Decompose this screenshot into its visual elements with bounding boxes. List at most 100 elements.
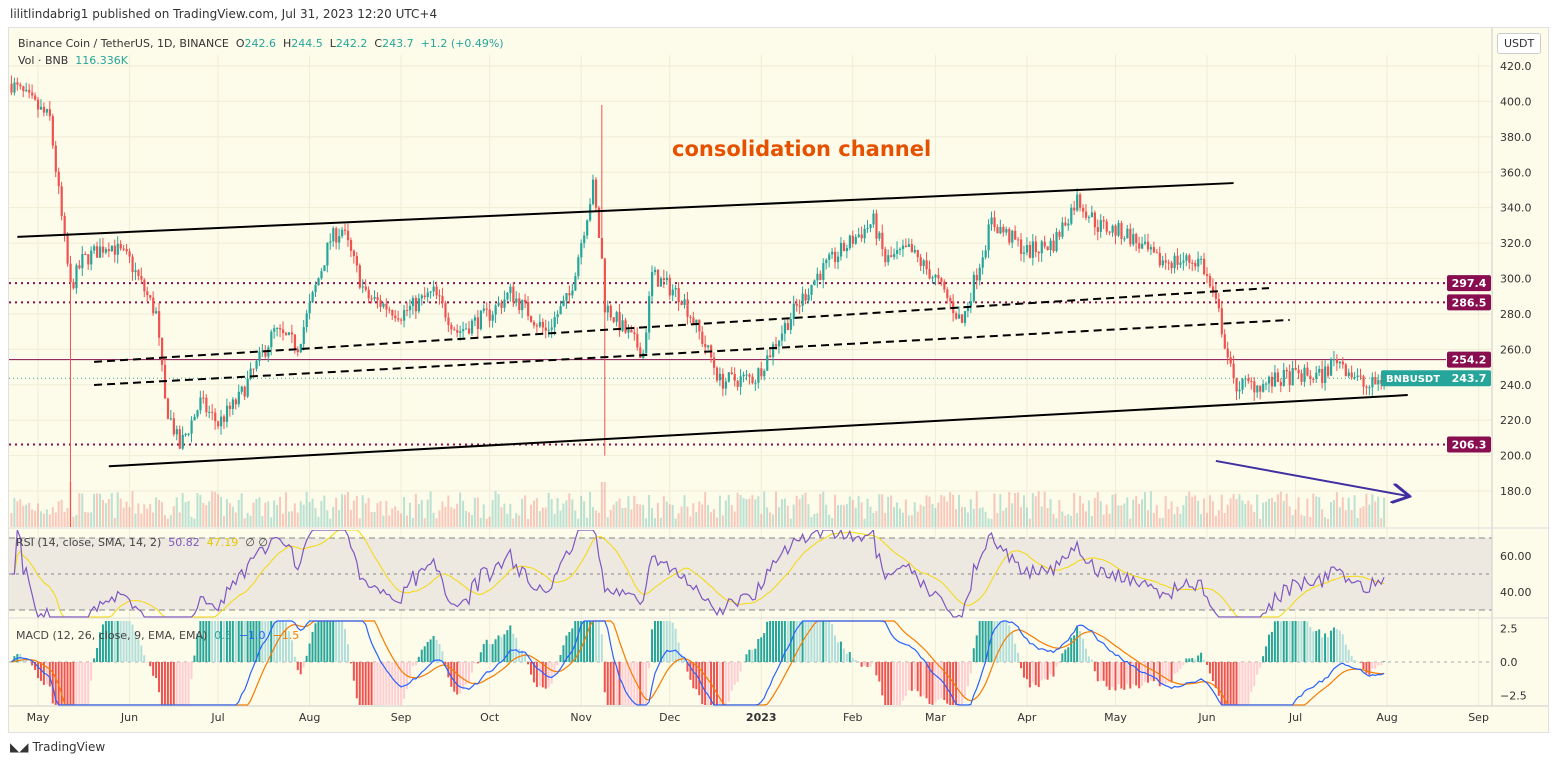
volume-bar [1002, 510, 1005, 527]
macd-hist-bar [314, 623, 317, 662]
macd-hist-bar [943, 662, 946, 701]
macd-hist-bar [473, 662, 476, 664]
candle-body [668, 277, 671, 296]
volume-bar [37, 503, 39, 527]
rsi-sma-value: 47.19 [206, 536, 239, 549]
price-tick: 180.0 [1500, 485, 1532, 498]
candle-body [193, 416, 196, 421]
volume-bar [707, 504, 710, 527]
candle-body [1132, 234, 1135, 245]
volume-bar [863, 518, 866, 527]
volume-bar [57, 501, 60, 527]
volume-bar [509, 503, 512, 527]
volume-bar [1368, 504, 1371, 527]
macd-hist-bar [910, 662, 913, 691]
volume-bar [287, 511, 290, 527]
macd-hist-bar [760, 637, 763, 662]
candle-body [1022, 252, 1026, 254]
volume-bar [98, 493, 101, 527]
time-tick: Sep [1468, 711, 1489, 724]
candle-body [845, 248, 849, 252]
volume-bar [417, 504, 420, 527]
candle-body [901, 245, 905, 249]
macd-hist-bar [293, 656, 296, 662]
volume-bar [1114, 493, 1117, 527]
candle-body [1282, 369, 1285, 386]
macd-hist-bar [565, 635, 568, 662]
candle-body [1232, 363, 1235, 379]
volume-bar [981, 507, 984, 527]
macd-hist-bar [591, 621, 594, 662]
macd-hist-bar [237, 621, 240, 662]
volume-bar [1034, 496, 1037, 527]
volume-bar [51, 507, 54, 527]
volume-bar [1161, 517, 1164, 527]
tradingview-logo[interactable]: ◣◢ TradingView [10, 740, 105, 755]
macd-hist-bar [31, 662, 34, 666]
macd-hist-bar [748, 649, 751, 662]
volume-bar [228, 503, 231, 527]
volume-bar [470, 515, 473, 527]
candle-body [975, 274, 978, 281]
candle-body [1017, 239, 1020, 241]
macd-hist-bar [831, 624, 834, 662]
macd-hist-bar [169, 662, 172, 705]
macd-hist-bar [901, 662, 904, 701]
volume-bar [1179, 513, 1182, 527]
macd-hist-bar [854, 659, 857, 662]
candle-body [1149, 247, 1153, 250]
macd-hist-bar [609, 662, 612, 705]
volume-bar [1108, 513, 1111, 527]
volume-bar [621, 508, 624, 527]
close-value: 243.7 [382, 37, 414, 50]
candle-body [1220, 308, 1223, 335]
volume-bar [476, 497, 479, 527]
macd-hist-bar [1211, 662, 1214, 682]
volume-bar [940, 494, 943, 527]
macd-hist-bar [163, 662, 166, 705]
volume-bar [282, 513, 285, 527]
macd-hist-bar [465, 662, 468, 685]
macd-hist-bar [934, 662, 937, 702]
volume-bar [1176, 506, 1179, 527]
volume-bar [72, 516, 75, 527]
candle-body [143, 279, 146, 292]
volume-bar [1046, 508, 1049, 527]
volume-bar [388, 515, 391, 527]
candle-body [898, 248, 902, 251]
candle-body [234, 399, 237, 405]
volume-bar [1377, 496, 1380, 527]
candle-body [813, 280, 816, 285]
candle-body [1309, 375, 1312, 379]
macd-hist-bar [1129, 662, 1132, 689]
candle-body [51, 116, 54, 146]
macd-hist-bar [214, 621, 217, 662]
macd-hist-bar [1203, 659, 1206, 662]
candle-body [101, 246, 105, 253]
level-badge [1447, 351, 1491, 368]
macd-hist-bar [769, 621, 772, 662]
candle-body [450, 325, 453, 330]
volume-bar [506, 513, 509, 527]
macd-hist-bar [1020, 662, 1023, 669]
level-badge [1447, 275, 1491, 292]
volume-bar [220, 496, 223, 527]
volume-bar [901, 512, 904, 527]
macd-tick: −2.5 [1500, 690, 1527, 703]
macd-tick: 0.0 [1500, 656, 1518, 669]
rsi-tick: 60.00 [1500, 550, 1532, 563]
macd-hist-bar [1087, 656, 1090, 662]
candle-body [733, 373, 736, 381]
volume-bar [804, 492, 807, 527]
rsi-sma-line [11, 530, 1385, 618]
macd-hist-bar [1055, 662, 1058, 667]
volume-bar [819, 493, 822, 527]
macd-hist-bar [1285, 621, 1288, 662]
macd-hist-bar [733, 662, 736, 685]
candle-body [966, 306, 970, 312]
candle-body [1332, 359, 1336, 361]
currency-button[interactable]: USDT [1497, 33, 1542, 54]
macd-hist-bar [1368, 662, 1371, 675]
volume-bar [1371, 494, 1374, 527]
